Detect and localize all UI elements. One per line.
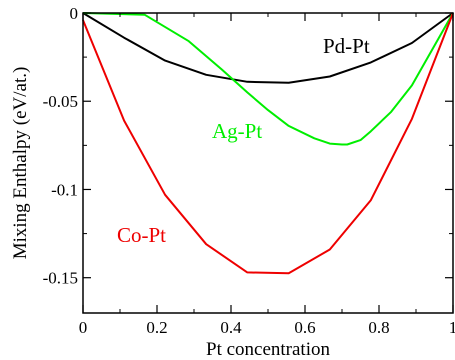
plot-frame (82, 12, 454, 314)
y-tick-label: -0.1 (51, 180, 78, 199)
labels-layer: Pd-Pt Ag-Pt Co-Pt (117, 34, 370, 247)
series-line-co-pt (82, 12, 454, 275)
x-tick-label: 0 (79, 318, 88, 337)
x-tick-label: 0.8 (368, 318, 389, 337)
x-tick-label: 0.2 (146, 318, 167, 337)
series-label-ag-pt: Ag-Pt (212, 119, 262, 143)
ticks-layer: 0 0.2 0.4 0.6 0.8 1 0 -0.05 -0.1 -0.15 (43, 4, 455, 337)
y-axis-title: Mixing Enthalpy (eV/at.) (10, 67, 31, 260)
y-tick-label: -0.15 (43, 269, 78, 288)
series-line-ag-pt (82, 12, 454, 146)
x-tick-label: 1 (449, 318, 455, 337)
series-label-co-pt: Co-Pt (117, 223, 166, 247)
series-label-pd-pt: Pd-Pt (323, 34, 370, 58)
y-tick-label: 0 (70, 4, 79, 23)
series-layer (82, 12, 454, 275)
y-tick-label: -0.05 (43, 92, 78, 111)
x-axis-title: Pt concentration (206, 339, 330, 360)
series-line-pd-pt (82, 12, 454, 84)
x-tick-label: 0.6 (294, 318, 315, 337)
x-tick-label: 0.4 (220, 318, 242, 337)
